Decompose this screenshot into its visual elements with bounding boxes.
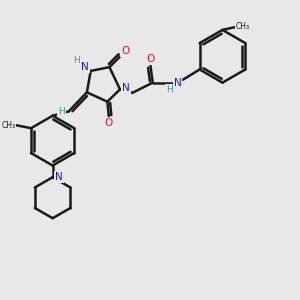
Text: N: N [55, 172, 63, 182]
Text: O: O [105, 118, 113, 128]
Text: CH₃: CH₃ [236, 22, 250, 32]
Text: H: H [73, 56, 80, 65]
Text: CH₃: CH₃ [1, 121, 15, 130]
Text: O: O [121, 46, 129, 56]
Text: H: H [58, 107, 65, 116]
Text: N: N [174, 78, 182, 88]
Text: O: O [146, 54, 154, 64]
Text: N: N [81, 62, 89, 72]
Text: N: N [122, 83, 130, 93]
Text: H: H [166, 85, 173, 94]
